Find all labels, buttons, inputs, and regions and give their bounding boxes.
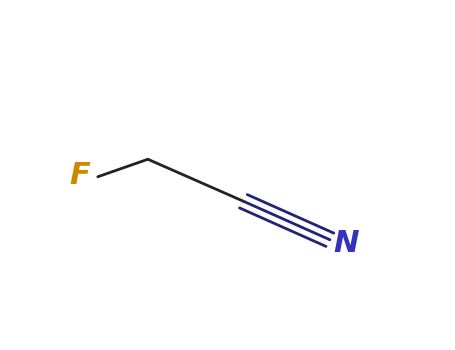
Text: N: N	[333, 229, 359, 258]
Text: F: F	[69, 161, 90, 189]
